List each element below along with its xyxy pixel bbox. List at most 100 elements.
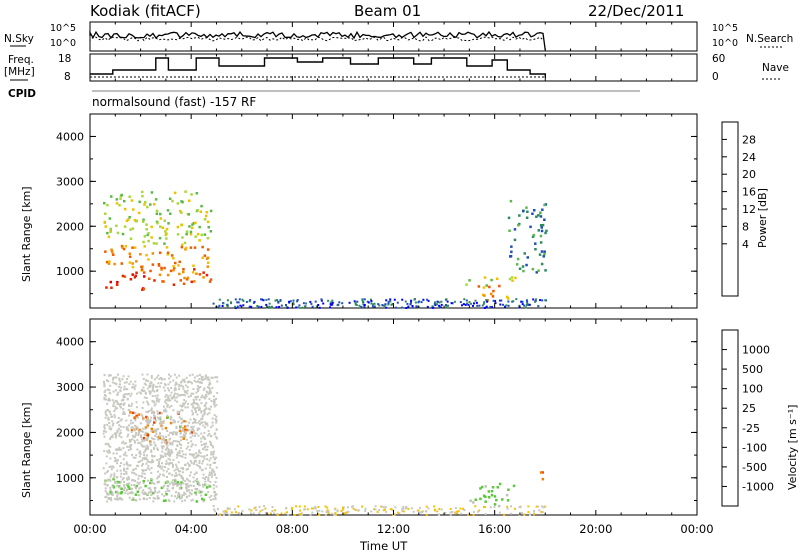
velocity-cell — [130, 448, 132, 451]
velocity-cell — [175, 427, 178, 430]
velocity-cell — [139, 481, 141, 484]
velocity-cell — [168, 489, 171, 492]
power-cell — [466, 302, 468, 305]
velocity-cell — [206, 445, 209, 448]
velocity-cell — [183, 394, 186, 397]
velocity-cell — [144, 427, 147, 430]
velocity-cell — [180, 475, 183, 478]
velocity-cell — [202, 455, 205, 458]
velocity-cell — [114, 405, 117, 408]
velocity-cell — [175, 468, 178, 471]
x-tick-label: 00:00 — [680, 522, 713, 536]
power-cell — [163, 242, 166, 245]
velocity-cell — [147, 491, 150, 494]
velocity-cell — [130, 498, 133, 501]
velocity-cell — [118, 385, 120, 388]
power-cell — [507, 304, 510, 307]
power-cell — [132, 208, 135, 211]
power-cell — [185, 278, 189, 281]
velocity-cell — [164, 408, 167, 411]
velocity-cell — [456, 510, 458, 513]
velocity-cell — [191, 428, 194, 431]
velocity-cell — [156, 389, 159, 392]
velocity-cell — [150, 381, 153, 384]
power-cell — [485, 306, 488, 309]
power-cell — [539, 241, 543, 244]
power-cell — [543, 203, 546, 207]
power-cell — [174, 261, 177, 265]
velocity-cell — [107, 478, 110, 481]
power-cell — [202, 271, 205, 274]
velocity-cell — [160, 486, 164, 490]
nsearch-tick-bottom: 10^0 — [712, 38, 739, 49]
power-cell — [154, 198, 158, 201]
velocity-cell — [162, 435, 165, 438]
velocity-cell — [194, 411, 197, 414]
power-cell — [173, 266, 176, 270]
velocity-cell — [128, 424, 130, 427]
power-cell — [438, 304, 440, 307]
velocity-cell — [190, 484, 193, 487]
velocity-cell — [179, 474, 182, 477]
velocity-cell — [208, 378, 211, 381]
velocity-cell — [177, 468, 179, 471]
power-cell — [370, 300, 373, 302]
velocity-cell — [169, 458, 172, 461]
velocity-cell — [478, 509, 481, 512]
power-cell — [239, 304, 242, 307]
velocity-cell — [109, 451, 111, 454]
power-cell — [507, 300, 510, 303]
velocity-cell — [114, 408, 117, 411]
velocity-cell — [150, 467, 153, 469]
velocity-cell — [462, 507, 464, 510]
velocity-cell — [123, 402, 126, 405]
power-cell — [153, 279, 156, 282]
velocity-cell — [180, 384, 183, 387]
velocity-cell — [213, 414, 216, 417]
velocity-cell — [130, 484, 133, 487]
velocity-cell — [103, 482, 106, 485]
velocity-cell — [112, 477, 115, 481]
velocity-cell — [111, 485, 114, 488]
velocity-cell — [210, 494, 213, 497]
velocity-cell — [111, 381, 114, 384]
velocity-cell — [537, 505, 540, 508]
velocity-cell — [210, 475, 213, 478]
velocity-cell — [335, 513, 338, 516]
velocity-cell — [150, 430, 153, 433]
velocity-cell — [146, 467, 149, 470]
velocity-cell — [178, 473, 181, 476]
velocity-cell — [163, 405, 165, 408]
velocity-cell — [154, 489, 157, 492]
power-cell — [142, 287, 146, 291]
velocity-cell — [135, 425, 138, 428]
velocity-cell — [193, 460, 196, 463]
velocity-cell — [214, 490, 217, 493]
velocity-cell — [125, 461, 128, 464]
velocity-cell — [106, 402, 109, 405]
velocity-cell — [155, 428, 158, 431]
velocity-cell — [203, 408, 206, 411]
velocity-cell — [263, 505, 265, 508]
velocity-cell — [177, 470, 180, 473]
power-cell — [464, 303, 467, 306]
velocity-cell — [122, 410, 125, 413]
velocity-cell — [127, 409, 130, 411]
velocity-cell — [203, 413, 206, 416]
power-cell — [173, 191, 177, 195]
velocity-cell — [120, 406, 122, 409]
velocity-cell — [104, 480, 107, 483]
power-cell — [540, 250, 544, 253]
velocity-cell — [185, 432, 187, 435]
velocity-cell — [174, 387, 177, 390]
velocity-cell — [276, 513, 279, 516]
power-cell — [193, 268, 196, 271]
power-cell — [295, 306, 298, 309]
velocity-cell — [106, 423, 109, 426]
velocity-cell — [212, 487, 215, 490]
velocity-cell — [333, 508, 336, 511]
power-cell — [445, 298, 448, 301]
power-cell — [183, 241, 187, 245]
velocity-cell — [167, 397, 170, 400]
velocity-cell — [133, 472, 136, 475]
